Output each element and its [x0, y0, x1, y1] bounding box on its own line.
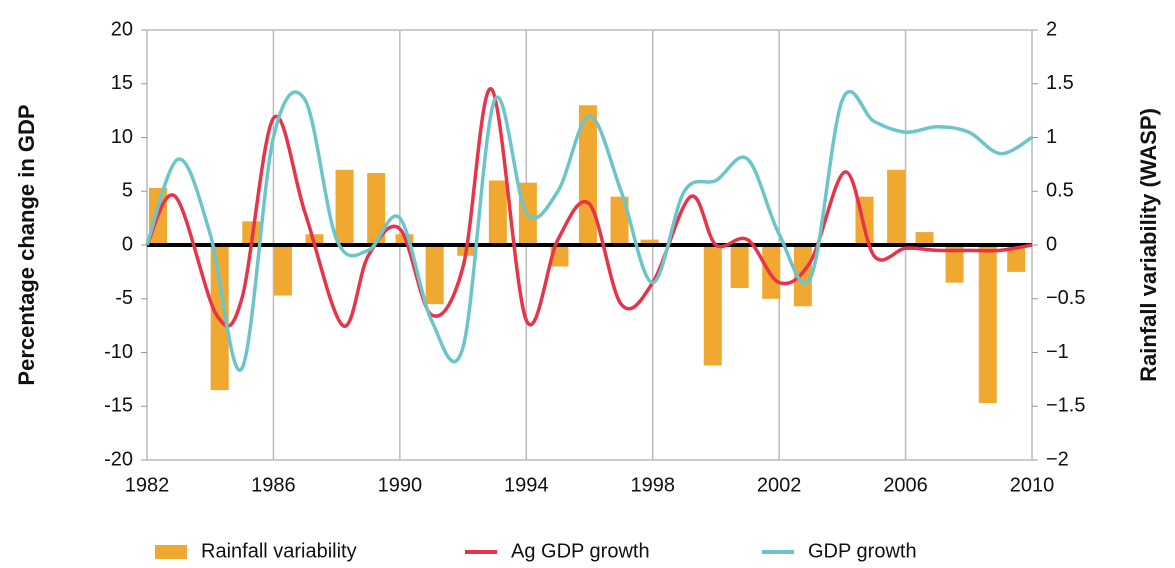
x-tick-label: 1998 [630, 474, 675, 496]
y-tick-label: 0 [122, 233, 133, 255]
y-tick-label: -20 [104, 448, 133, 470]
y2-tick-label: −0.5 [1046, 287, 1085, 309]
bar [335, 169, 354, 245]
bar [1007, 245, 1026, 272]
legend-label: Rainfall variability [201, 540, 357, 562]
bar [887, 169, 906, 245]
y-tick-label: 20 [111, 18, 133, 40]
bar [793, 245, 812, 307]
y2-tick-label: 0.5 [1046, 180, 1074, 202]
bar [703, 245, 722, 366]
y-tick-label: 15 [111, 72, 133, 94]
legend-label: Ag GDP growth [511, 540, 650, 562]
legend-label: GDP growth [808, 540, 917, 562]
y2-tick-label: −1 [1046, 341, 1069, 363]
x-tick-label: 1986 [251, 474, 296, 496]
y2-tick-label: 1 [1046, 126, 1057, 148]
bar [730, 245, 749, 288]
x-tick-label: 2010 [1010, 474, 1055, 496]
bar [945, 245, 964, 283]
y2-tick-label: −2 [1046, 448, 1069, 470]
y-tick-label: -5 [115, 287, 133, 309]
y2-axis-title: Rainfall variability (WASP) [1136, 108, 1161, 382]
bar [640, 239, 659, 245]
bar [610, 196, 629, 245]
x-tick-label: 2006 [883, 474, 928, 496]
legend-swatch [155, 545, 187, 559]
y2-tick-label: −1.5 [1046, 395, 1085, 417]
bar [367, 172, 386, 245]
x-tick-label: 1982 [125, 474, 170, 496]
y2-tick-label: 2 [1046, 18, 1057, 40]
y2-tick-label: 1.5 [1046, 72, 1074, 94]
y-tick-label: -10 [104, 341, 133, 363]
y2-tick-label: 0 [1046, 233, 1057, 255]
line [145, 89, 1033, 372]
x-tick-label: 1990 [378, 474, 423, 496]
bar [978, 245, 997, 404]
x-tick-label: 2002 [757, 474, 802, 496]
bar [915, 232, 934, 245]
y-tick-label: -15 [104, 395, 133, 417]
y-tick-label: 5 [122, 180, 133, 202]
bar [425, 245, 444, 305]
bar [488, 180, 507, 245]
x-tick-label: 1994 [504, 474, 549, 496]
y-axis-title: Percentage change in GDP [14, 104, 39, 385]
line [145, 87, 1033, 328]
bar [273, 245, 292, 296]
y-tick-label: 10 [111, 126, 133, 148]
